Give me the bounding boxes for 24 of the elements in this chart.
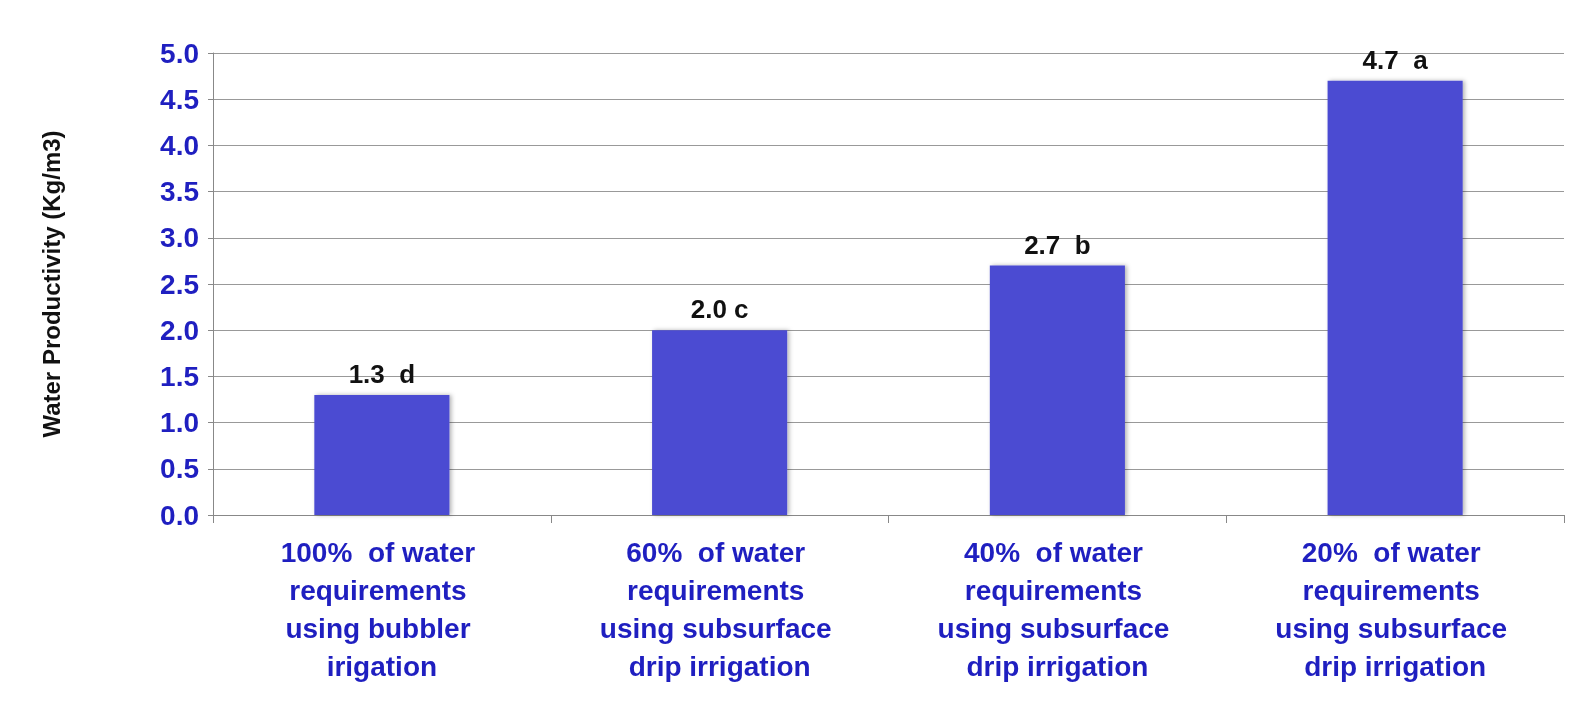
bar: [652, 330, 788, 515]
y-tick-label: 4.5: [160, 83, 199, 115]
data-label: 4.7 a: [1362, 44, 1429, 75]
bar: [314, 394, 450, 515]
data-label: 1.3 d: [348, 358, 416, 389]
y-tick-label: 0.5: [160, 453, 199, 485]
y-tick-label: 3.0: [160, 222, 199, 254]
x-tick-label: 20% of water requirements using subsurface drip irrigation: [1275, 536, 1515, 682]
y-tick-label: 2.5: [160, 268, 199, 300]
y-tick-label: 2.0: [160, 314, 199, 346]
y-tick-label: 1.5: [160, 360, 199, 392]
y-axis-title: Water Productivity (Kg/m3): [37, 130, 65, 438]
y-tick-label: 1.0: [160, 407, 199, 439]
x-tick-label: 40% of water requirements using subsurface drip irrigation: [937, 536, 1178, 682]
y-tick-label: 5.0: [160, 37, 199, 69]
bar: [1327, 80, 1463, 515]
x-tick-label: 60% of water requirements using subsurface drip irrigation: [599, 536, 840, 682]
bar: [989, 265, 1125, 515]
y-tick-label: 0.0: [160, 499, 199, 531]
x-tick-label: 100% of water requirements using bubbler irigation: [280, 536, 484, 682]
y-tick-label: 3.5: [160, 176, 199, 208]
y-tick-label: 4.0: [160, 129, 199, 161]
data-label: 2.7 b: [1024, 229, 1091, 260]
data-label: 2.0 c: [690, 294, 749, 325]
